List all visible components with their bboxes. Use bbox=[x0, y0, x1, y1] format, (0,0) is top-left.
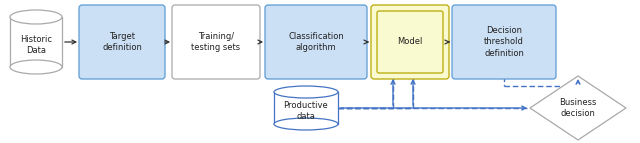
Text: Historic
Data: Historic Data bbox=[20, 35, 52, 55]
Bar bbox=[10, 17, 62, 67]
Text: Training/
testing sets: Training/ testing sets bbox=[191, 32, 241, 52]
FancyBboxPatch shape bbox=[371, 5, 449, 79]
Text: Target
definition: Target definition bbox=[102, 32, 142, 52]
Text: Business
decision: Business decision bbox=[559, 98, 596, 118]
Text: Decision
threshold
definition: Decision threshold definition bbox=[484, 26, 524, 58]
Ellipse shape bbox=[10, 60, 62, 74]
FancyBboxPatch shape bbox=[265, 5, 367, 79]
Ellipse shape bbox=[274, 118, 338, 130]
Text: Classification
algorithm: Classification algorithm bbox=[288, 32, 344, 52]
Text: Model: Model bbox=[397, 37, 422, 46]
Polygon shape bbox=[530, 76, 626, 140]
FancyBboxPatch shape bbox=[79, 5, 165, 79]
Bar bbox=[274, 92, 338, 124]
Ellipse shape bbox=[10, 10, 62, 24]
FancyBboxPatch shape bbox=[452, 5, 556, 79]
Ellipse shape bbox=[274, 86, 338, 98]
Text: Productive
data: Productive data bbox=[284, 101, 328, 121]
FancyBboxPatch shape bbox=[172, 5, 260, 79]
